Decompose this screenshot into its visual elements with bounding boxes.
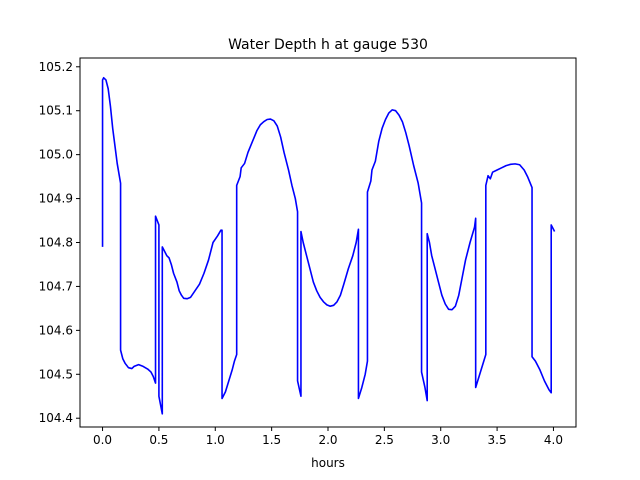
y-tick-label: 104.6 <box>39 323 73 337</box>
x-tick-label: 4.0 <box>544 433 563 447</box>
y-tick-label: 104.9 <box>39 192 73 206</box>
y-tick-label: 104.5 <box>39 367 73 381</box>
y-tick-label: 105.2 <box>39 60 73 74</box>
y-tick-label: 104.7 <box>39 279 73 293</box>
x-tick-label: 2.0 <box>318 433 337 447</box>
y-tick-label: 105.1 <box>39 104 73 118</box>
chart-title: Water Depth h at gauge 530 <box>228 37 428 53</box>
y-tick-label: 104.8 <box>39 236 73 250</box>
x-tick-label: 1.0 <box>206 433 225 447</box>
y-tick-label: 104.4 <box>39 411 73 425</box>
y-tick-label: 105.0 <box>39 148 73 162</box>
x-tick-label: 3.5 <box>488 433 507 447</box>
series-line-0 <box>101 76 556 415</box>
x-tick-label: 0.5 <box>149 433 168 447</box>
x-tick-label: 3.0 <box>431 433 450 447</box>
x-tick-label: 2.5 <box>375 433 394 447</box>
x-axis-label: hours <box>311 456 345 470</box>
plot-area <box>101 76 556 415</box>
x-axis: 0.0 0.5 1.0 1.5 2.0 2.5 3.0 3.5 4.0 <box>93 427 563 447</box>
x-tick-label: 0.0 <box>93 433 112 447</box>
x-tick-label: 1.5 <box>262 433 281 447</box>
y-axis: 104.4 104.5 104.6 104.7 104.8 104.9 105.0 105.1… <box>39 60 80 425</box>
